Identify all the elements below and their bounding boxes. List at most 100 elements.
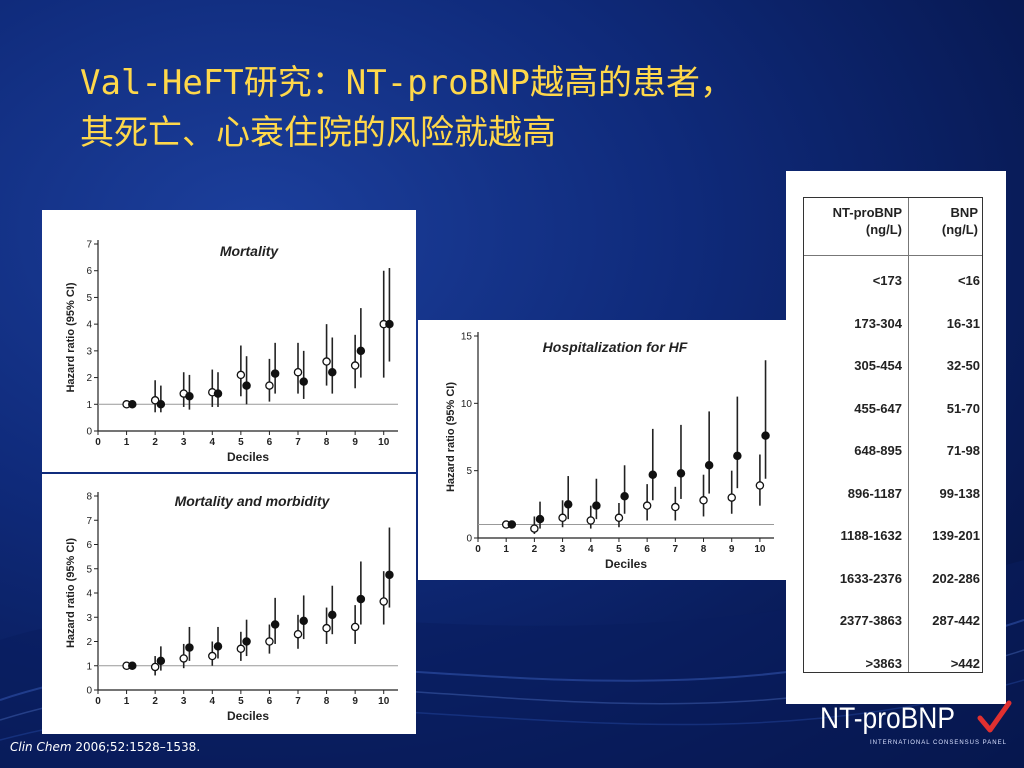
data-point-filled (356, 346, 366, 356)
mortality-chart: 0 1 2 3 4 5 6 7 0 1 2 3 4 5 6 7 8 9 10 Mortality Deciles Haza… (65, 240, 398, 464)
data-point-open (379, 597, 388, 606)
table-header-ntprobnp: NT-proBNP (ng/L) (804, 204, 902, 238)
x-tick-label: 10 (754, 544, 766, 555)
logo-text: NT-proBNP (820, 702, 955, 735)
x-tick-label: 4 (210, 437, 216, 448)
table-cell-bnp: >442 (950, 655, 980, 671)
y-tick-label: 8 (86, 492, 92, 503)
hospitalization-chart-panel: 0 5 10 15 0 1 2 3 4 5 6 7 8 9 10 Hospitalization for HF… (418, 320, 786, 580)
table-cell-ntprobnp: <173 (872, 273, 902, 288)
data-point-filled (507, 520, 517, 529)
data-point-filled (270, 369, 280, 378)
x-tick-label: 1 (124, 696, 130, 707)
data-point-filled (242, 637, 251, 646)
y-tick-label: 4 (86, 589, 92, 600)
table-cell-bnp: 16-31 (946, 315, 980, 331)
y-axis-label: Hazard ratio (95% CI) (65, 282, 77, 392)
x-tick-label: 3 (560, 544, 566, 555)
table-cell-ntprobnp: 896-1187 (847, 485, 902, 501)
data-point-filled (592, 501, 601, 510)
table-cell-ntprobnp: >3863 (865, 655, 902, 671)
data-point-filled (299, 377, 308, 386)
data-point-open (322, 357, 331, 366)
table-header-bnp-label: BNP (950, 205, 978, 220)
slide-title: Val-HeFT研究：NT-proBNP越高的患者， 其死亡、心衰住院的风险就越… (80, 58, 980, 158)
x-tick-label: 7 (673, 544, 679, 555)
table-cell-ntprobnp: 455-647 (854, 400, 902, 416)
data-point-open (236, 644, 246, 654)
table-cell-bnp: 99-138 (939, 485, 980, 501)
data-point-filled (213, 389, 223, 398)
data-point-open (558, 513, 567, 523)
table-cell-ntprobnp: 1633-2376 (839, 570, 902, 586)
x-tick-label: 1 (503, 544, 509, 555)
x-tick-label: 7 (295, 437, 301, 448)
x-tick-label: 0 (95, 696, 101, 707)
data-point-filled (328, 367, 337, 377)
nt-probnp-logo: NT-proBNP INTERNATIONAL CONSENSUS PANEL (820, 700, 1020, 750)
data-point-open (727, 493, 736, 502)
x-tick-label: 3 (181, 437, 187, 448)
data-point-filled (242, 381, 251, 390)
data-point-filled (704, 461, 714, 470)
y-axis-label: Hazard ratio (95% CI) (445, 382, 457, 492)
data-point-filled (128, 400, 137, 409)
data-point-open (755, 481, 765, 490)
table-column-divider (908, 198, 909, 672)
y-tick-label: 0 (86, 427, 92, 438)
slide-title-line-2: 其死亡、心衰住院的风险就越高 (80, 113, 556, 153)
data-point-open (236, 370, 246, 380)
table-cell-ntprobnp: 2377-3863 (839, 613, 902, 628)
x-tick-label: 6 (267, 696, 273, 707)
y-tick-label: 15 (461, 332, 473, 343)
hospitalization-chart: 0 5 10 15 0 1 2 3 4 5 6 7 8 9 10 Hospitalization for HF… (445, 332, 774, 571)
y-tick-label: 6 (86, 540, 92, 551)
data-point-open (350, 622, 360, 632)
data-point-filled (213, 642, 223, 651)
x-tick-label: 2 (532, 544, 538, 555)
table-header-bnp: BNP (ng/L) (908, 204, 978, 238)
x-tick-label: 3 (181, 696, 187, 707)
data-point-filled (185, 392, 194, 401)
x-tick-label: 2 (152, 437, 158, 448)
data-point-filled (535, 514, 545, 524)
x-tick-label: 9 (352, 696, 358, 707)
table-cell-bnp: 32-50 (946, 358, 980, 373)
data-point-open (179, 654, 188, 663)
data-point-open (671, 502, 680, 512)
y-tick-label: 6 (86, 266, 92, 277)
x-tick-label: 5 (238, 437, 244, 448)
x-tick-label: 1 (124, 437, 130, 448)
x-tick-label: 0 (95, 437, 101, 448)
data-point-filled (733, 451, 742, 461)
table-header-ntprobnp-label: NT-proBNP (832, 205, 902, 220)
table-header-bnp-unit: (ng/L) (941, 222, 978, 237)
y-tick-label: 2 (86, 637, 92, 648)
x-tick-label: 4 (210, 696, 216, 707)
y-axis-label: Hazard ratio (95% CI) (65, 538, 77, 648)
y-tick-label: 7 (86, 516, 92, 527)
y-tick-label: 5 (86, 293, 92, 304)
data-point-filled (156, 400, 166, 409)
data-point-filled (385, 570, 394, 580)
decile-table-panel: NT-proBNP (ng/L) BNP (ng/L) <173 <16 173-3… (786, 171, 1006, 704)
data-point-open (265, 381, 274, 390)
citation-journal: Clin Chem (10, 740, 72, 754)
y-tick-label: 7 (86, 240, 92, 251)
table-cell-ntprobnp: 173-304 (854, 315, 902, 331)
x-tick-label: 10 (378, 437, 390, 448)
data-point-filled (299, 616, 308, 626)
data-point-open (699, 496, 708, 505)
y-tick-label: 3 (86, 613, 92, 624)
mortality-morbidity-chart-panel: 0 1 2 3 4 5 6 7 8 0 1 2 3 4 5 6 7 8 9 10 Mortality and morbi… (42, 474, 416, 734)
chart-title: Mortality (220, 243, 280, 259)
x-tick-label: 7 (295, 696, 301, 707)
x-tick-label: 8 (324, 696, 330, 707)
citation-reference: 2006;52:1528–1538. (71, 740, 201, 754)
data-point-open (150, 396, 160, 405)
y-tick-label: 0 (466, 534, 472, 545)
data-point-filled (328, 610, 337, 620)
x-tick-label: 8 (701, 544, 707, 555)
citation: Clin Chem 2006;52:1528–1538. (10, 740, 200, 754)
table-cell-bnp: 51-70 (946, 400, 980, 416)
